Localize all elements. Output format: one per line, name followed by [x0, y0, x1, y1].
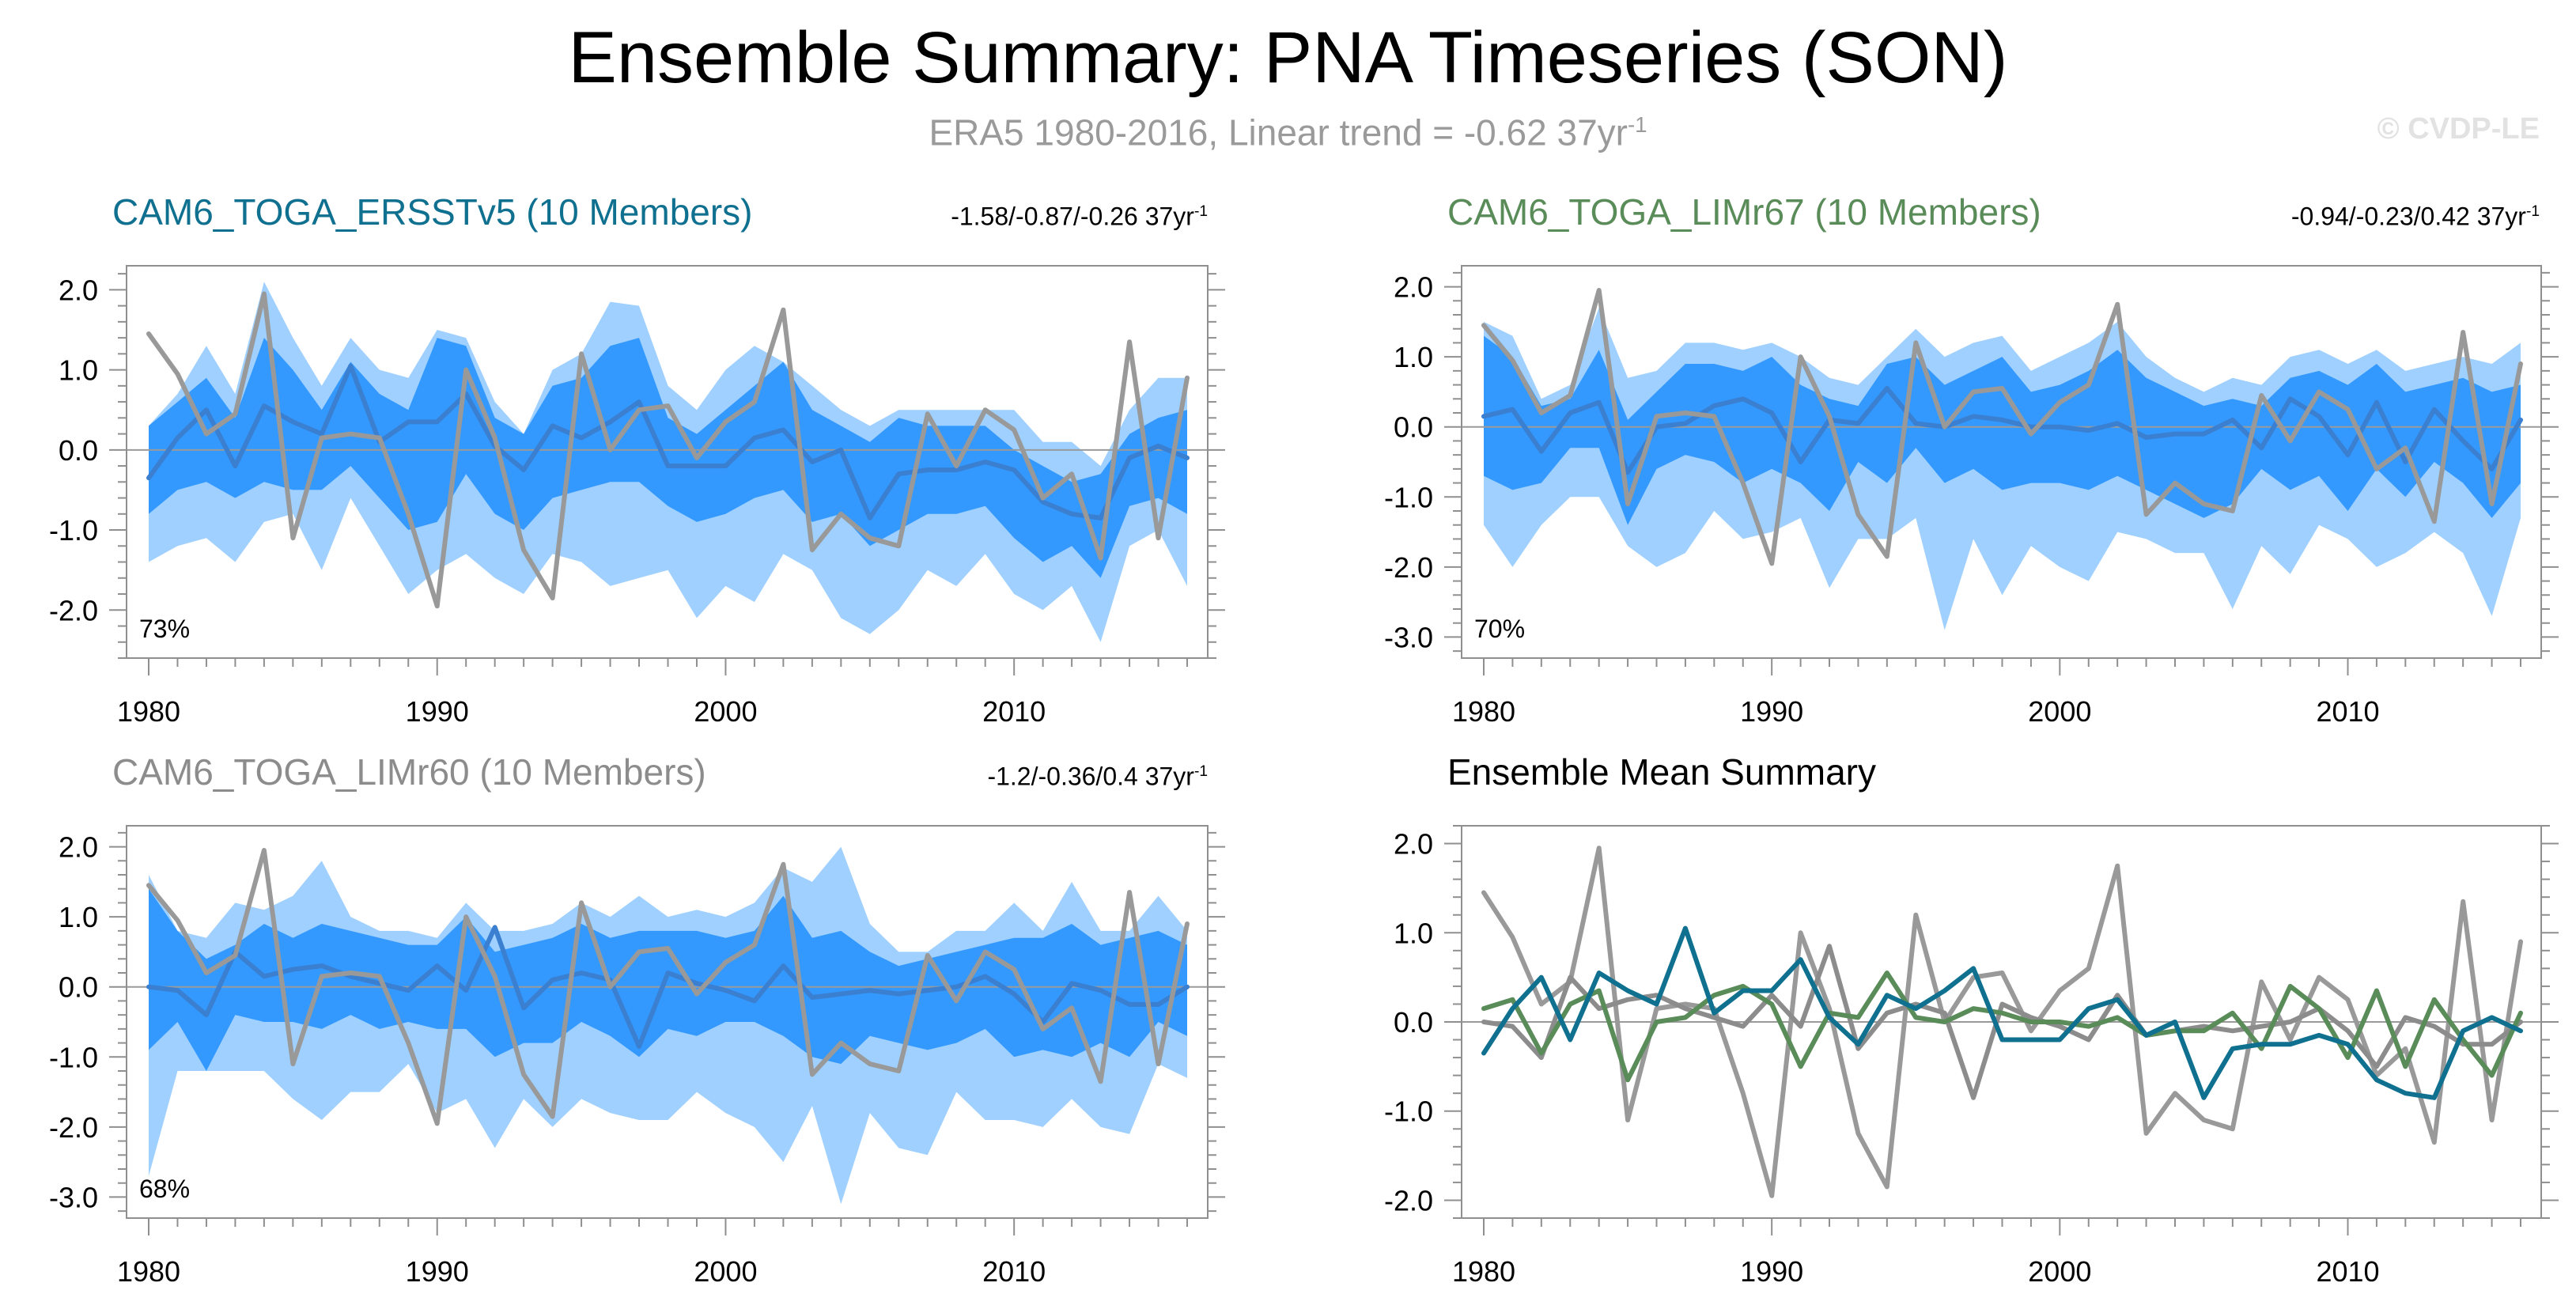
- x-tick-label: 1980: [117, 695, 180, 728]
- page-title: Ensemble Summary: PNA Timeseries (SON): [568, 17, 2008, 98]
- watermark: © CVDP-LE: [2377, 112, 2540, 146]
- y-tick-label: 0.0: [1394, 411, 1433, 444]
- panel-trend-limr67: -0.94/-0.23/0.42 37yr-1: [2291, 196, 2540, 233]
- x-tick-label: 2010: [982, 1255, 1046, 1288]
- subtitle: ERA5 1980-2016, Linear trend = -0.62 37y…: [0, 103, 2576, 155]
- x-tick-label: 1990: [1740, 695, 1803, 728]
- subtitle-sup: -1: [1627, 112, 1647, 137]
- trend-text: -1.2/-0.36/0.4 37yr: [987, 762, 1194, 791]
- series-era5: [146, 291, 1190, 609]
- y-tick-label: 2.0: [1394, 828, 1433, 861]
- panel-trend-limr60: -1.2/-0.36/0.4 37yr-1: [987, 756, 1208, 793]
- trend-sup: -1: [1193, 203, 1208, 220]
- band-10-90: [149, 888, 1187, 1071]
- x-tick-label: 1980: [1452, 695, 1515, 728]
- series-era5: [146, 848, 1190, 1126]
- x-tick-label: 2010: [2316, 1255, 2379, 1288]
- y-tick-label: 1.0: [1394, 917, 1433, 949]
- x-tick-label: 2000: [694, 695, 757, 728]
- x-tick-label: 2010: [982, 695, 1046, 728]
- x-tick-label: 2000: [2028, 1255, 2091, 1288]
- panel-title-ersst: CAM6_TOGA_ERSSTv5 (10 Members): [112, 191, 753, 233]
- panel-trend-ersst: -1.58/-0.87/-0.26 37yr-1: [951, 196, 1208, 233]
- x-tick-label: 1990: [406, 1255, 469, 1288]
- x-tick-label: 2000: [694, 1255, 757, 1288]
- x-tick-label: 1980: [1452, 1255, 1515, 1288]
- panel-title-limr60: CAM6_TOGA_LIMr60 (10 Members): [112, 751, 706, 793]
- x-tick-label: 1990: [406, 695, 469, 728]
- y-tick-label: -3.0: [1384, 621, 1433, 653]
- x-tick-label: 1980: [117, 1255, 180, 1288]
- series-era5: [1481, 846, 2523, 1198]
- y-tick-label: 1.0: [59, 901, 98, 933]
- x-tick-label: 2010: [2316, 695, 2379, 728]
- y-tick-label: -2.0: [1384, 551, 1433, 584]
- y-tick-label: -3.0: [49, 1181, 98, 1213]
- y-tick-label: 0.0: [59, 434, 98, 467]
- percent-label: 70%: [1474, 615, 1525, 643]
- series-ensemble-mean: [146, 363, 1190, 520]
- trend-text: -0.94/-0.23/0.42 37yr: [2290, 202, 2526, 231]
- trend-sup: -1: [1193, 763, 1208, 780]
- panel-title-limr67: CAM6_TOGA_LIMr67 (10 Members): [1447, 191, 2041, 233]
- y-tick-label: -2.0: [49, 1111, 98, 1144]
- series-ensemble-mean: [1481, 386, 2523, 475]
- y-tick-label: -1.0: [49, 514, 98, 547]
- y-tick-label: 0.0: [1394, 1006, 1433, 1039]
- x-tick-label: 1990: [1740, 1255, 1803, 1288]
- y-tick-label: 0.0: [59, 971, 98, 1004]
- y-tick-label: -1.0: [1384, 481, 1433, 513]
- series-ensemble-mean: [146, 925, 1190, 1049]
- panel-title-summary: Ensemble Mean Summary: [1447, 751, 1876, 793]
- series-era5: [1481, 288, 2523, 566]
- trend-text: -1.58/-0.87/-0.26 37yr: [951, 202, 1194, 231]
- subtitle-text: ERA5 1980-2016, Linear trend = -0.62 37y…: [929, 112, 1628, 153]
- percent-label: 68%: [139, 1175, 190, 1203]
- y-tick-label: 1.0: [59, 354, 98, 387]
- y-tick-label: -2.0: [49, 594, 98, 626]
- y-tick-label: 2.0: [59, 831, 98, 864]
- series-limr67: [1481, 971, 2523, 1083]
- y-tick-label: -1.0: [1384, 1095, 1433, 1128]
- y-tick-label: -2.0: [1384, 1184, 1433, 1217]
- series-ersst: [1481, 925, 2523, 1100]
- y-tick-label: 2.0: [1394, 271, 1433, 304]
- percent-label: 73%: [139, 615, 190, 643]
- y-tick-label: 2.0: [59, 274, 98, 306]
- series-limr60: [1481, 944, 2523, 1100]
- trend-sup: -1: [2525, 203, 2540, 220]
- y-tick-label: 1.0: [1394, 341, 1433, 373]
- y-tick-label: -1.0: [49, 1041, 98, 1073]
- x-tick-label: 2000: [2028, 695, 2091, 728]
